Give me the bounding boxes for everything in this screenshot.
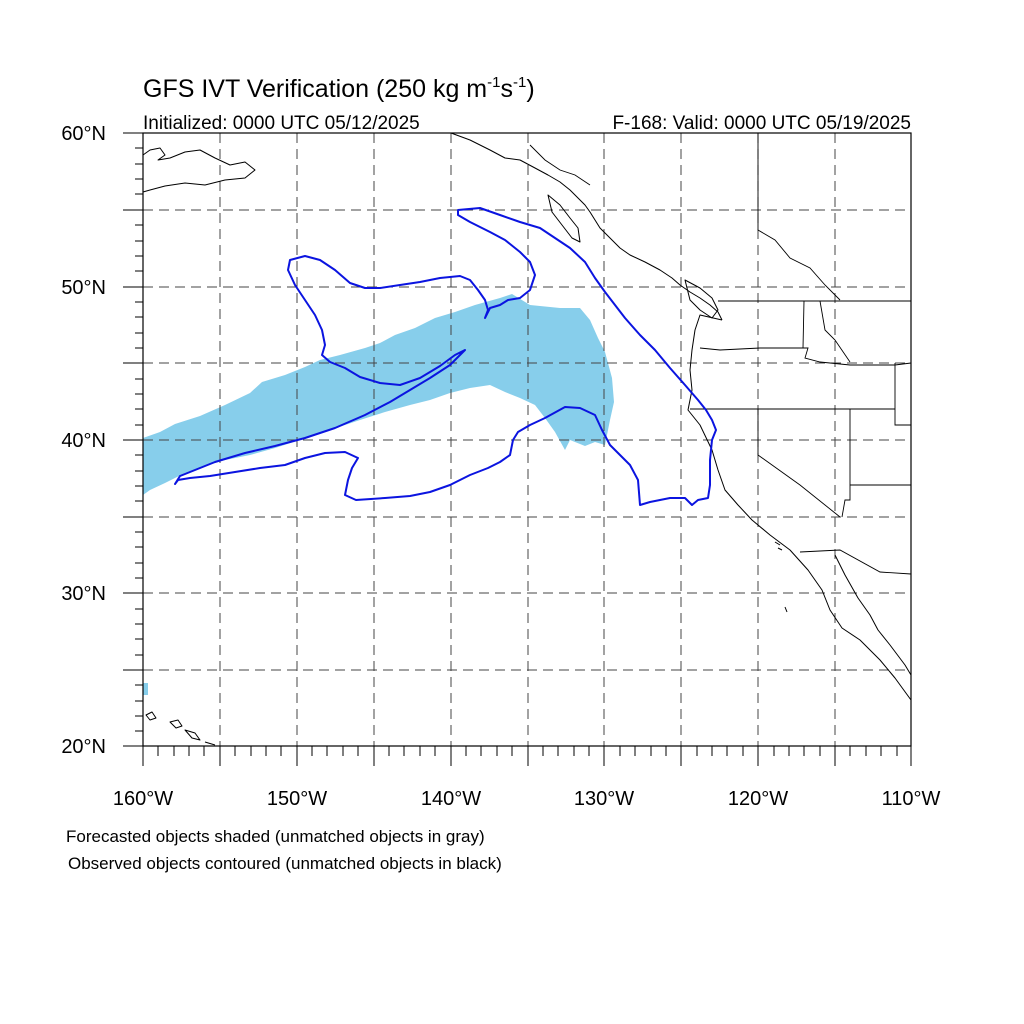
lon-label-130w: 130°W — [574, 788, 634, 810]
initialized-label: Initialized: 0000 UTC 05/12/2025 — [143, 113, 420, 134]
idaho-border — [802, 300, 851, 363]
forecast-object-shaded — [143, 294, 614, 495]
valid-label: F-168: Valid: 0000 UTC 05/19/2025 — [612, 113, 911, 134]
title-mid: s — [500, 75, 513, 103]
observed-objects — [174, 207, 717, 506]
lon-label-110w: 110°W — [882, 788, 941, 810]
lon-label-160w: 160°W — [113, 788, 173, 810]
lat-label-60n: 60°N — [61, 123, 106, 145]
title-end: ) — [526, 75, 534, 103]
lat-label-50n: 50°N — [61, 277, 106, 299]
title-exponent-2: -1 — [513, 74, 526, 91]
lon-label-120w: 120°W — [728, 788, 788, 810]
forecast-object-small — [143, 683, 148, 695]
arizona-border — [850, 363, 911, 486]
forecast-objects — [143, 294, 614, 695]
bc-coast — [450, 132, 723, 321]
footnote-forecast: Forecasted objects shaded (unmatched obj… — [66, 827, 485, 846]
lat-label-30n: 30°N — [61, 583, 106, 605]
us-west-coast — [687, 314, 912, 701]
political-borders — [529, 133, 912, 575]
lat-label-20n: 20°N — [61, 736, 106, 758]
alaska-bc-border — [529, 144, 591, 186]
title-exponent-1: -1 — [487, 74, 500, 91]
vancouver-island — [684, 279, 719, 319]
title-main: GFS IVT Verification (250 kg m — [143, 75, 487, 103]
footnote-observed: Observed objects contoured (unmatched ob… — [68, 854, 502, 873]
nevada-border — [757, 409, 841, 518]
lat-label-40n: 40°N — [61, 430, 106, 452]
utah-border — [841, 409, 851, 518]
observed-object-contour-north — [174, 207, 717, 506]
lon-label-140w: 140°W — [421, 788, 481, 810]
alaska-coast — [142, 147, 256, 193]
baja-peninsula — [834, 554, 912, 676]
bc-islands — [547, 194, 581, 243]
mexico-border — [799, 549, 912, 575]
coastlines — [142, 132, 912, 746]
channel-islands — [774, 541, 788, 613]
latitude-labels: 60°N 50°N 40°N 30°N 20°N — [61, 123, 106, 758]
map-title: GFS IVT Verification (250 kg m-1s-1) — [143, 74, 535, 103]
lon-label-150w: 150°W — [267, 788, 327, 810]
tick-marks — [123, 132, 912, 766]
longitude-labels: 160°W 150°W 140°W 130°W 120°W 110°W — [113, 788, 941, 810]
bc-alberta-border — [757, 133, 841, 301]
washington-oregon-border — [699, 347, 912, 366]
hawaii-islands — [145, 711, 216, 746]
